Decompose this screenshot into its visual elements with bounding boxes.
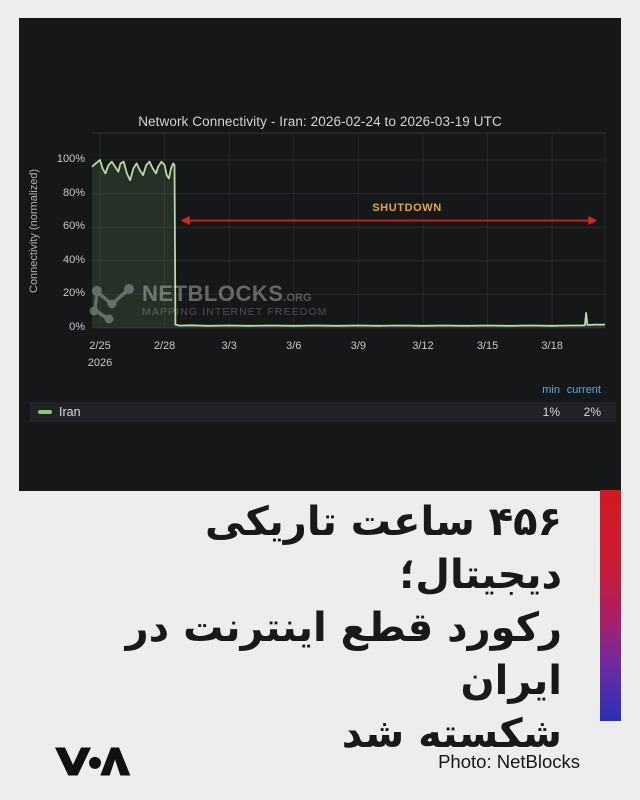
- connectivity-line-chart: [91, 132, 606, 329]
- red-blue-accent-bar: [600, 490, 621, 721]
- x-tick-label: 3/15: [476, 340, 499, 352]
- y-tick-label: 0%: [69, 321, 85, 333]
- watermark-tagline: MAPPING INTERNET FREEDOM: [142, 306, 328, 318]
- x-tick-label: 2/28: [153, 340, 176, 352]
- headline-persian: ۴۵۶ ساعت تاریکی دیجیتال؛ رکورد قطع اینتر…: [40, 496, 562, 761]
- x-tick-label: 3/18: [541, 340, 563, 352]
- legend-header-current: current: [566, 384, 601, 396]
- x-tick-label: 3/6: [286, 340, 302, 352]
- x-tick-label: 3/9: [350, 340, 366, 352]
- netblocks-watermark: NETBLOCKS.ORG MAPPING INTERNET FREEDOM: [88, 282, 327, 324]
- legend-row-iran[interactable]: Iran 1% 2%: [30, 402, 616, 422]
- legend-value-current: 2%: [583, 405, 601, 419]
- headline-line-3: شکسته شد: [341, 711, 562, 757]
- series-name[interactable]: Iran: [59, 405, 81, 419]
- y-tick-label: 80%: [62, 186, 85, 199]
- shutdown-annotation-label: SHUTDOWN: [372, 202, 442, 215]
- legend-column-headers: min current: [520, 384, 601, 396]
- y-tick-label: 100%: [56, 153, 85, 165]
- chart-title: Network Connectivity - Iran: 2026-02-24 …: [138, 114, 502, 129]
- watermark-text: NETBLOCKS.ORG MAPPING INTERNET FREEDOM: [142, 281, 328, 319]
- legend-values: 1% 2%: [520, 405, 601, 419]
- network-nodes-icon: [89, 284, 134, 324]
- connectivity-chart-panel: Network Connectivity - Iran: 2026-02-24 …: [19, 18, 621, 491]
- legend-header-min: min: [542, 384, 560, 396]
- x-axis-year-label: 2026: [87, 357, 113, 369]
- watermark-brand: NETBLOCKS: [142, 281, 284, 306]
- x-tick-label: 3/12: [412, 340, 434, 352]
- y-tick-label: 60%: [62, 220, 85, 233]
- voa-logo: [55, 747, 131, 776]
- x-tick-label: 2/25: [89, 340, 111, 352]
- x-tick-label: 3/3: [221, 340, 237, 352]
- y-tick-label: 20%: [62, 287, 85, 300]
- legend-value-min: 1%: [542, 405, 560, 419]
- headline-line-2: رکورد قطع اینترنت در ایران: [125, 605, 562, 704]
- headline-line-1: ۴۵۶ ساعت تاریکی دیجیتال؛: [205, 499, 562, 598]
- photo-credit: Photo: NetBlocks: [438, 751, 580, 772]
- watermark-suffix: .ORG: [283, 292, 312, 304]
- series-color-swatch: [38, 410, 52, 414]
- y-tick-label: 40%: [62, 253, 85, 266]
